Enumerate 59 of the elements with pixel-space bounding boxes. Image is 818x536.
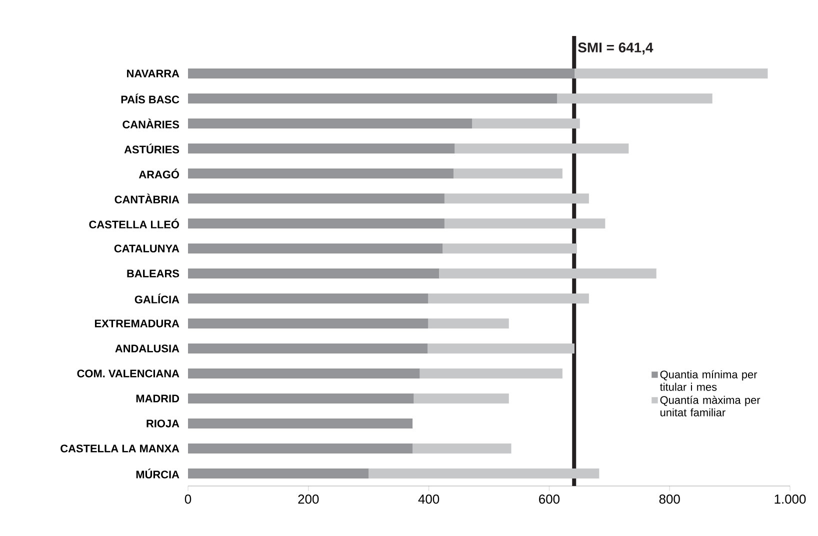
bar: [188, 394, 414, 404]
y-tick-label: GALÍCIA: [134, 294, 180, 304]
legend-label: Quantía màxima per unitat familiar: [660, 396, 760, 416]
bar: [188, 294, 428, 304]
y-tick-label: ASTÚRIES: [124, 144, 180, 154]
y-tick-label: MADRID: [136, 394, 180, 402]
bar: [454, 144, 629, 154]
y-tick-label: ANDALUSIA: [115, 344, 180, 352]
bar: [188, 268, 440, 279]
y-tick-label: PAÍS BASC: [121, 94, 180, 104]
y-tick-label: CASTELLA LA MANXA: [60, 444, 180, 452]
bar: [188, 418, 413, 429]
bar: [188, 94, 558, 104]
y-tick-label: EXTREMADURA: [94, 320, 180, 328]
bar: [444, 194, 589, 204]
bar: [439, 268, 656, 279]
bar: [414, 394, 509, 404]
y-tick-label: MÚRCIA: [136, 468, 180, 478]
bar: [412, 444, 512, 454]
bar: [442, 244, 577, 254]
bar: [557, 94, 712, 104]
bar: [574, 68, 768, 78]
bar: [188, 244, 443, 254]
bar: [188, 318, 428, 329]
bar: [453, 168, 562, 179]
legend-label: Quantia mínima per titular i mes: [660, 370, 758, 391]
bar: [428, 344, 574, 354]
bar: [188, 144, 455, 154]
bar: [428, 294, 589, 304]
y-tick-label: COM. VALENCIANA: [77, 370, 180, 378]
ref-line-label: SMI = 641,4: [578, 42, 654, 54]
bar: [188, 194, 444, 204]
y-tick-label: CANTÀBRIA: [114, 194, 180, 204]
bar: [428, 318, 509, 329]
y-tick-label: CASTELLA LLEÓ: [89, 218, 180, 228]
bar: [444, 218, 606, 229]
y-tick-label: CANÀRIES: [122, 118, 180, 128]
bar: [188, 368, 420, 379]
x-tick-label: 200: [298, 494, 319, 504]
bar: [188, 344, 428, 354]
x-tick-label: 600: [539, 494, 560, 504]
bar: [420, 368, 562, 379]
bar: [188, 444, 413, 454]
y-tick-label: BALEARS: [127, 270, 180, 278]
bar: [188, 468, 369, 479]
x-tick-label: 1.000: [774, 494, 806, 504]
y-tick-label: ARAGÓ: [138, 168, 180, 178]
bar: [188, 168, 454, 179]
bar: [188, 218, 444, 229]
y-tick-label: NAVARRA: [127, 70, 180, 78]
x-tick-label: 800: [659, 494, 680, 504]
bar: [188, 68, 574, 78]
x-tick-label: 400: [418, 494, 440, 504]
y-tick-label: RIOJA: [146, 420, 180, 428]
bar: [368, 468, 600, 479]
bar: [188, 118, 472, 129]
y-tick-label: CATALUNYA: [114, 244, 180, 252]
bar: [472, 118, 580, 129]
x-tick-label: 0: [184, 494, 192, 504]
